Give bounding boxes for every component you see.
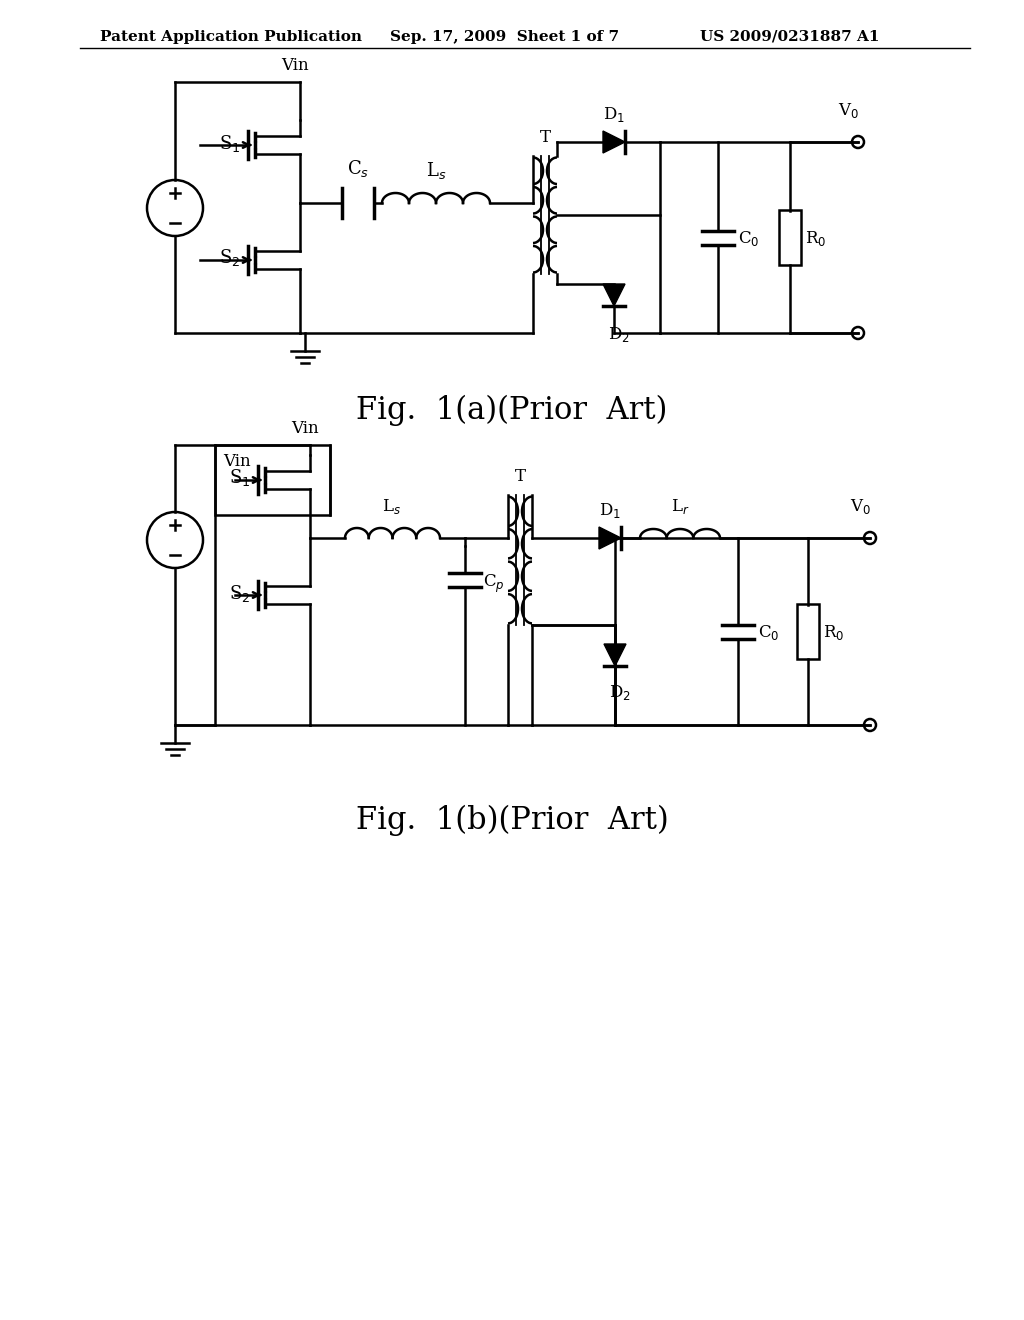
Text: C$_0$: C$_0$ (738, 228, 760, 248)
Text: S$_1$: S$_1$ (218, 132, 240, 153)
Polygon shape (599, 527, 621, 549)
Text: Sep. 17, 2009  Sheet 1 of 7: Sep. 17, 2009 Sheet 1 of 7 (390, 30, 620, 44)
Text: US 2009/0231887 A1: US 2009/0231887 A1 (700, 30, 880, 44)
Text: Vin: Vin (223, 453, 251, 470)
Text: L$_s$: L$_s$ (426, 160, 446, 181)
Polygon shape (604, 644, 626, 667)
Text: S$_2$: S$_2$ (219, 248, 240, 268)
Text: Patent Application Publication: Patent Application Publication (100, 30, 362, 44)
Text: T: T (540, 129, 551, 147)
Bar (215, 445, 330, 515)
Text: Fig.  1(a)(Prior  Art): Fig. 1(a)(Prior Art) (356, 395, 668, 425)
Text: L$_s$: L$_s$ (383, 498, 401, 516)
Text: R$_0$: R$_0$ (823, 623, 845, 642)
Text: L$_r$: L$_r$ (671, 498, 689, 516)
Text: Vin: Vin (291, 420, 318, 437)
Text: C$_s$: C$_s$ (347, 158, 369, 180)
Text: C$_p$: C$_p$ (483, 573, 505, 595)
Text: V$_0$: V$_0$ (838, 102, 858, 120)
Polygon shape (603, 284, 625, 306)
Text: D$_2$: D$_2$ (609, 682, 631, 702)
Text: D$_2$: D$_2$ (608, 325, 630, 345)
Text: S$_2$: S$_2$ (228, 582, 250, 603)
Text: D$_1$: D$_1$ (603, 106, 625, 124)
Bar (779, 210, 801, 265)
Polygon shape (603, 131, 625, 153)
Text: Fig.  1(b)(Prior  Art): Fig. 1(b)(Prior Art) (355, 804, 669, 836)
Bar (797, 605, 819, 659)
Text: D$_1$: D$_1$ (599, 502, 621, 520)
Text: V$_0$: V$_0$ (850, 498, 870, 516)
Text: S$_1$: S$_1$ (228, 467, 250, 488)
Text: R$_0$: R$_0$ (805, 228, 826, 248)
Text: C$_0$: C$_0$ (758, 623, 779, 642)
Text: Vin: Vin (282, 57, 309, 74)
Text: T: T (514, 469, 525, 484)
